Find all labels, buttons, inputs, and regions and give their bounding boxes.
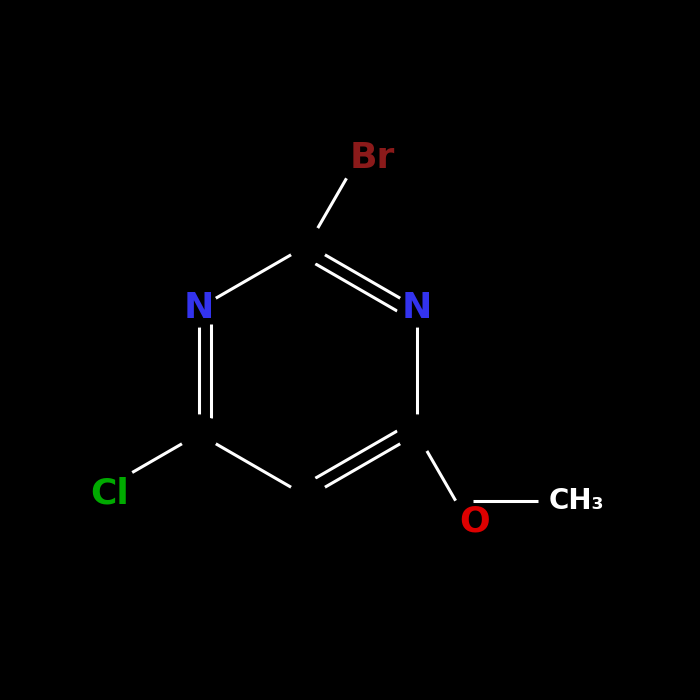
Text: Br: Br [350, 141, 395, 175]
Circle shape [289, 478, 327, 516]
Text: N: N [183, 291, 214, 325]
Text: O: O [459, 504, 490, 538]
Circle shape [180, 289, 218, 327]
Text: CH₃: CH₃ [549, 486, 604, 514]
Circle shape [289, 226, 327, 264]
Circle shape [398, 415, 436, 453]
Text: N: N [402, 291, 433, 325]
Circle shape [180, 415, 218, 453]
Text: Cl: Cl [90, 476, 129, 510]
Circle shape [398, 289, 436, 327]
